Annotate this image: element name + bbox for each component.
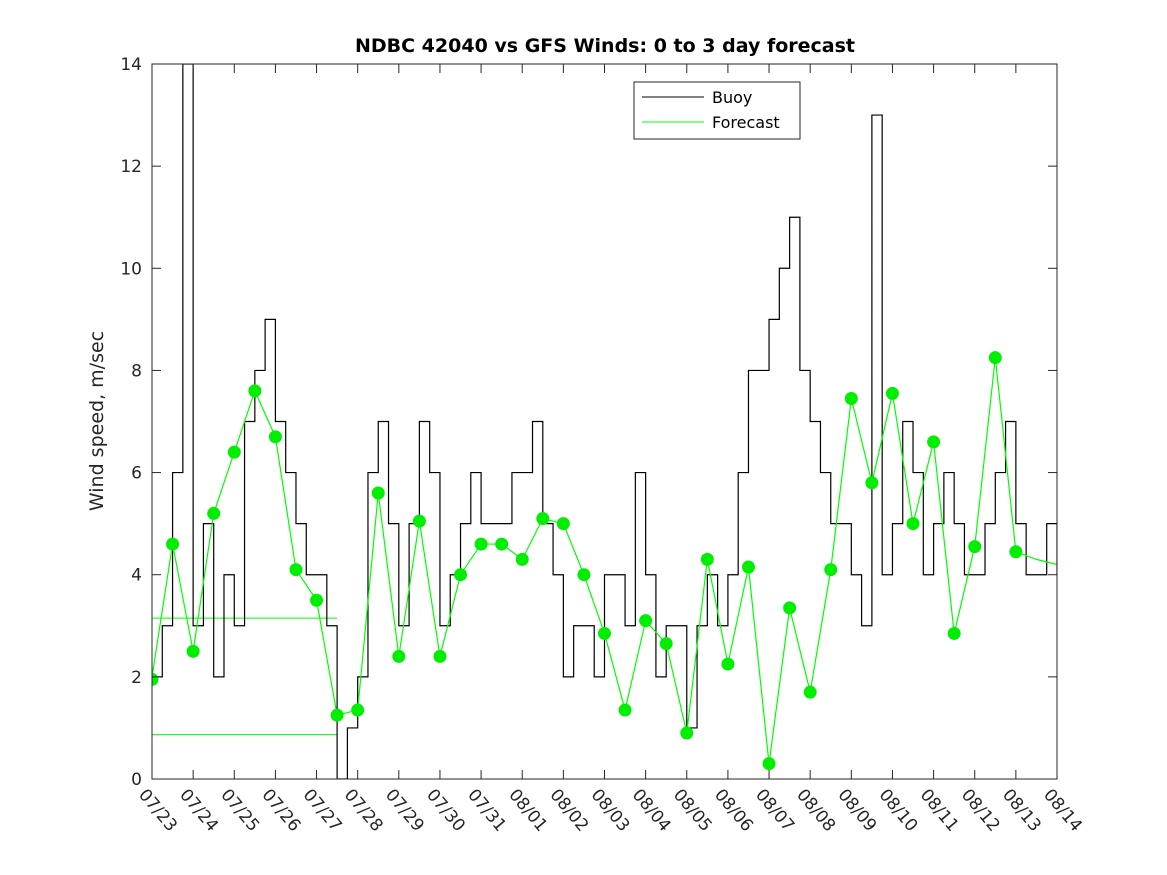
y-tick-label: 4 [131, 566, 142, 586]
forecast-marker [371, 486, 385, 500]
forecast-marker [700, 552, 714, 566]
forecast-marker [392, 649, 406, 663]
legend-label-forecast: Forecast [712, 113, 780, 132]
legend: Buoy Forecast [633, 81, 801, 140]
forecast-marker [844, 392, 858, 406]
forecast-marker [968, 540, 982, 554]
y-tick-label: 8 [131, 361, 142, 381]
forecast-marker [351, 703, 365, 717]
forecast-marker [152, 672, 159, 686]
forecast-marker [906, 517, 920, 531]
forecast-marker [454, 568, 468, 582]
forecast-marker [289, 563, 303, 577]
forecast-marker [618, 703, 632, 717]
chart-title: NDBC 42040 vs GFS Winds: 0 to 3 day fore… [355, 35, 855, 57]
plot-area [152, 64, 1057, 779]
forecast-marker [1009, 545, 1023, 559]
y-tick-label: 0 [131, 770, 142, 790]
forecast-marker [741, 560, 755, 574]
forecast-marker [310, 593, 324, 607]
forecast-marker [556, 517, 570, 531]
forecast-marker [824, 563, 838, 577]
forecast-marker [515, 552, 529, 566]
forecast-marker [803, 685, 817, 699]
forecast-marker [248, 384, 262, 398]
forecast-marker [659, 637, 673, 651]
legend-box [633, 81, 801, 140]
forecast-marker [947, 626, 961, 640]
forecast-marker [227, 445, 241, 459]
forecast-marker [536, 512, 550, 526]
y-tick-label: 10 [120, 259, 142, 279]
y-tick-label: 14 [120, 55, 142, 75]
legend-label-buoy: Buoy [712, 88, 752, 107]
forecast-marker [330, 708, 344, 722]
y-tick-label: 2 [131, 668, 142, 688]
forecast-marker [639, 614, 653, 628]
forecast-marker [783, 601, 797, 615]
forecast-marker [207, 506, 221, 520]
forecast-marker [721, 657, 735, 671]
forecast-marker [927, 435, 941, 449]
forecast-marker [988, 351, 1002, 365]
forecast-marker [762, 757, 776, 771]
forecast-marker [433, 649, 447, 663]
forecast-marker [268, 430, 282, 444]
forecast-marker [412, 514, 426, 528]
y-tick-label: 12 [120, 157, 142, 177]
forecast-marker [474, 537, 488, 551]
y-axis-label: Wind speed, m/sec [86, 331, 108, 511]
forecast-marker [680, 726, 694, 740]
forecast-marker [598, 626, 611, 640]
forecast-marker [865, 476, 879, 490]
forecast-marker [495, 537, 509, 551]
series-line-buoy [152, 64, 1057, 779]
forecast-marker [166, 537, 180, 551]
y-tick-label: 6 [131, 464, 142, 484]
forecast-marker [885, 386, 899, 400]
forecast-marker [186, 644, 200, 658]
forecast-marker [577, 568, 591, 582]
